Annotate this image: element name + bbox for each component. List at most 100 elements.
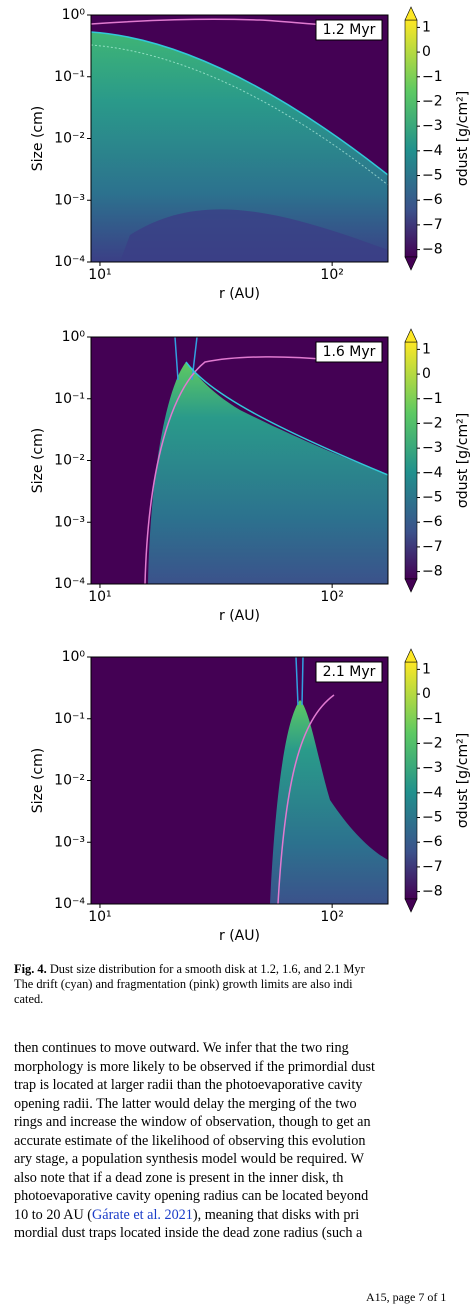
colorbar-tick-label: −8 bbox=[422, 884, 443, 900]
text-line: opening radii. The latter would delay th… bbox=[14, 1095, 357, 1112]
colorbar-tick-label: −5 bbox=[422, 490, 443, 506]
x-tick-label: 10² bbox=[320, 909, 343, 925]
colorbar-tick-label: −6 bbox=[422, 514, 443, 530]
y-tick-label: 10⁻⁴ bbox=[54, 254, 85, 270]
colorbar-tick-label: −2 bbox=[422, 415, 443, 431]
caption-line: Fig. 4. Dust size distribution for a smo… bbox=[14, 962, 365, 977]
colorbar bbox=[404, 661, 418, 900]
y-tick-label: 10⁰ bbox=[62, 7, 86, 23]
x-tick-label: 10¹ bbox=[88, 909, 111, 925]
heatmap-image bbox=[91, 15, 388, 262]
x-axis-label: r (AU) bbox=[219, 928, 260, 944]
annotation: 1.2 Myr bbox=[323, 22, 376, 38]
colorbar-tick-label: −1 bbox=[422, 391, 443, 407]
y-tick-label: 10⁻² bbox=[54, 773, 85, 789]
caption-line: cated. bbox=[14, 992, 44, 1006]
y-tick-label: 10⁻⁴ bbox=[54, 896, 85, 912]
colorbar-tick-label: −8 bbox=[422, 564, 443, 580]
colorbar-label: σdust [g/cm²] bbox=[455, 91, 471, 186]
text: ), meaning that disks with pri bbox=[192, 1206, 360, 1223]
colorbar-extend bbox=[404, 328, 418, 343]
colorbar-extend bbox=[404, 648, 418, 663]
y-tick-label: 10⁻² bbox=[54, 131, 85, 147]
caption-text: Dust size distribution for a smooth disk… bbox=[49, 962, 365, 976]
y-tick-label: 10⁻³ bbox=[54, 514, 85, 530]
colorbar-tick-label: 1 bbox=[422, 19, 431, 35]
colorbar-tick-label: −4 bbox=[422, 785, 443, 801]
y-tick-label: 10⁰ bbox=[62, 329, 86, 345]
y-tick-label: 10⁻⁴ bbox=[54, 576, 85, 592]
body-text: then continues to move outward. We infer… bbox=[14, 1039, 375, 1243]
text: 10 to 20 AU ( bbox=[14, 1206, 93, 1223]
y-tick-label: 10⁰ bbox=[62, 649, 86, 665]
annotation-box bbox=[315, 661, 383, 683]
text-line: accurate estimate of the likelihood of o… bbox=[14, 1132, 366, 1149]
text-line: then continues to move outward. We infer… bbox=[14, 1040, 349, 1056]
colorbar-tick-label: 1 bbox=[422, 341, 431, 357]
caption-label: Fig. 4. bbox=[14, 962, 47, 976]
text-line: mordial dust traps located inside the de… bbox=[14, 1225, 363, 1241]
colorbar-tick-label: −5 bbox=[422, 810, 443, 826]
text-line: also note that if a dead zone is present… bbox=[14, 1169, 344, 1186]
colorbar-label: σdust [g/cm²] bbox=[455, 413, 471, 508]
colorbar-extend bbox=[404, 898, 418, 913]
colorbar-tick-label: −1 bbox=[422, 711, 443, 727]
colorbar-tick-label: −3 bbox=[422, 118, 443, 134]
page-footer: A15, page 7 of 1 bbox=[366, 1290, 447, 1304]
annotation: 2.1 Myr bbox=[323, 664, 376, 680]
colorbar-tick-label: −5 bbox=[422, 168, 443, 184]
text-line: morphology is more likely to be observed… bbox=[14, 1058, 375, 1075]
heatmap-image bbox=[91, 657, 388, 904]
colorbar-tick-label: −2 bbox=[422, 93, 443, 109]
colorbar-tick-label: −6 bbox=[422, 192, 443, 208]
x-axis-label: r (AU) bbox=[219, 608, 260, 624]
citation-link[interactable]: Gárate et al. 2021 bbox=[92, 1206, 193, 1223]
colorbar-tick-label: −2 bbox=[422, 735, 443, 751]
colorbar-tick-label: −7 bbox=[422, 539, 443, 555]
colorbar-tick-label: 0 bbox=[422, 686, 431, 702]
figure: 10⁻⁴ 10⁻³ 10⁻² 10⁻¹ 10⁰ 10¹ 10² r (AU) Size (cm)… bbox=[30, 6, 471, 944]
text-line: 10 to 20 AU (Gárate et al. 2021), meanin… bbox=[14, 1206, 375, 1225]
y-tick-label: 10⁻¹ bbox=[54, 69, 85, 85]
y-axis-label: Size (cm) bbox=[30, 428, 46, 493]
colorbar-label: σdust [g/cm²] bbox=[455, 733, 471, 828]
colorbar-tick-label: −4 bbox=[422, 143, 443, 159]
text-line: photoevaporative cavity opening radius c… bbox=[14, 1188, 369, 1204]
colorbar-tick-label: −7 bbox=[422, 217, 443, 233]
colorbar-tick-label: −3 bbox=[422, 760, 443, 776]
text-line: trap is located at larger radii than the… bbox=[14, 1077, 363, 1093]
y-tick-label: 10⁻¹ bbox=[54, 711, 85, 727]
annotation-box bbox=[315, 341, 383, 363]
text-line: ary stage, a population synthesis model … bbox=[14, 1151, 365, 1167]
colorbar-tick-label: −6 bbox=[422, 834, 443, 850]
colorbar bbox=[404, 19, 418, 258]
y-tick-label: 10⁻² bbox=[54, 453, 85, 469]
colorbar-tick-label: 1 bbox=[422, 661, 431, 677]
colorbar-tick-label: −3 bbox=[422, 440, 443, 456]
x-tick-label: 10² bbox=[320, 589, 343, 605]
y-tick-label: 10⁻³ bbox=[54, 192, 85, 208]
colorbar-extend bbox=[404, 256, 418, 271]
colorbar-tick-label: −8 bbox=[422, 242, 443, 258]
colorbar-tick-label: −4 bbox=[422, 465, 443, 481]
y-axis-label: Size (cm) bbox=[30, 106, 46, 171]
text-line: rings and increase the window of observa… bbox=[14, 1114, 371, 1130]
colorbar bbox=[404, 341, 418, 580]
y-tick-label: 10⁻³ bbox=[54, 834, 85, 850]
colorbar-tick-label: 0 bbox=[422, 44, 431, 60]
y-tick-label: 10⁻¹ bbox=[54, 391, 85, 407]
annotation: 1.6 Myr bbox=[323, 344, 376, 360]
x-tick-label: 10² bbox=[320, 267, 343, 283]
colorbar-extend bbox=[404, 578, 418, 593]
annotation-box bbox=[315, 19, 383, 41]
x-tick-label: 10¹ bbox=[88, 267, 111, 283]
heatmap-image bbox=[91, 337, 388, 584]
colorbar-extend bbox=[404, 6, 418, 21]
colorbar-tick-label: −7 bbox=[422, 859, 443, 875]
x-tick-label: 10¹ bbox=[88, 589, 111, 605]
caption-line: The drift (cyan) and fragmentation (pink… bbox=[14, 977, 353, 991]
x-axis-label: r (AU) bbox=[219, 286, 260, 302]
y-axis-label: Size (cm) bbox=[30, 748, 46, 813]
colorbar-tick-label: 0 bbox=[422, 366, 431, 382]
